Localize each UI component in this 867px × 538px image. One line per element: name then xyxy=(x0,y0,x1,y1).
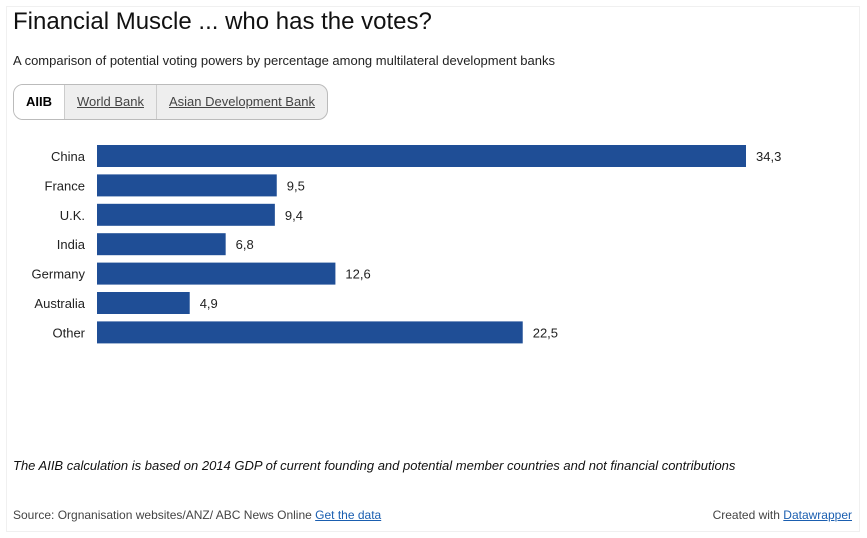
source-line: Source: Orgnanisation websites/ANZ/ ABC … xyxy=(13,508,381,522)
source-text: Source: Orgnanisation websites/ANZ/ ABC … xyxy=(13,508,312,522)
chart-frame xyxy=(6,6,860,532)
category-label: Germany xyxy=(32,267,86,282)
value-label: 6,8 xyxy=(236,237,254,252)
bar-chart: China 34,3 France 9,5 U.K. 9,4 India 6,8 Germany… xyxy=(32,145,781,344)
value-label: 9,4 xyxy=(285,208,303,223)
value-label: 34,3 xyxy=(756,149,781,164)
get-data-link[interactable]: Get the data xyxy=(315,508,382,522)
chart-subtitle: A comparison of potential voting powers … xyxy=(13,53,555,68)
chart-note: The AIIB calculation is based on 2014 GD… xyxy=(13,458,736,473)
bar-france xyxy=(97,174,277,197)
value-label: 12,6 xyxy=(345,267,370,282)
tab-aiib[interactable]: AIIB xyxy=(14,85,64,119)
category-label: Australia xyxy=(34,296,85,311)
chart-title: Financial Muscle ... who has the votes? xyxy=(13,8,432,35)
value-label: 4,9 xyxy=(200,296,218,311)
bar-china xyxy=(97,145,746,167)
category-label: Other xyxy=(52,325,85,340)
category-label: China xyxy=(51,149,86,164)
bank-tabs: AIIB World Bank Asian Development Bank xyxy=(13,84,328,120)
value-label: 9,5 xyxy=(287,178,305,193)
bar-other xyxy=(97,321,523,344)
bar-india xyxy=(97,233,226,256)
datawrapper-link[interactable]: Datawrapper xyxy=(783,508,852,522)
credit-line: Created with Datawrapper xyxy=(713,508,852,522)
tab-asian-development-bank[interactable]: Asian Development Bank xyxy=(155,85,327,119)
tab-world-bank[interactable]: World Bank xyxy=(64,85,156,119)
bar-uk xyxy=(97,203,275,226)
category-label: U.K. xyxy=(60,208,85,223)
category-label: India xyxy=(57,237,86,252)
bar-australia xyxy=(97,292,190,314)
value-label: 22,5 xyxy=(533,325,558,340)
bar-germany xyxy=(97,262,336,285)
category-label: France xyxy=(45,178,85,193)
created-with-text: Created with xyxy=(712,508,780,522)
